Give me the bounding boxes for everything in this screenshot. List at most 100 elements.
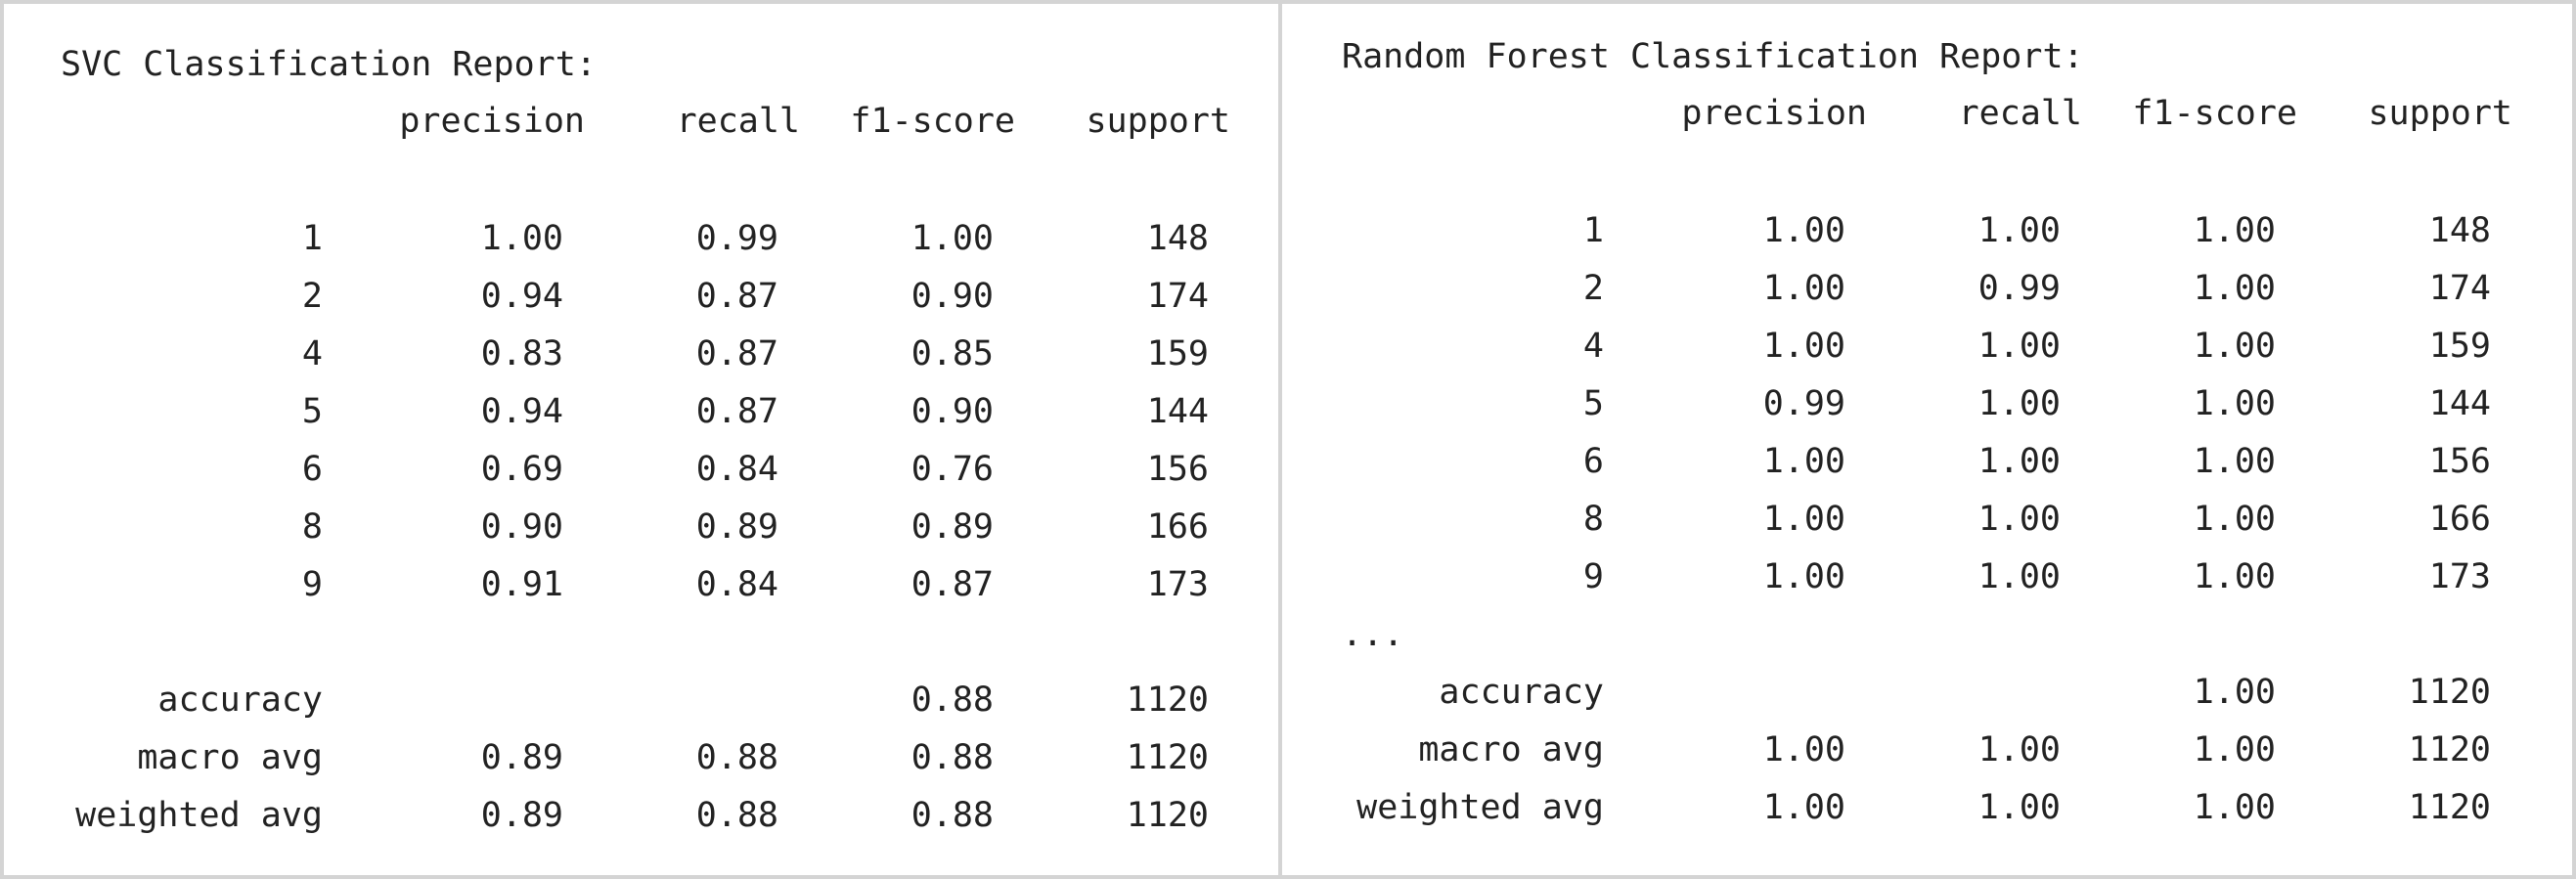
f1-score-value: 1.00 bbox=[2193, 557, 2276, 596]
recall-value: 0.99 bbox=[695, 219, 778, 258]
svc-header-precision: precision bbox=[399, 102, 585, 141]
support-value: 144 bbox=[2428, 384, 2491, 423]
row-label: 4 bbox=[301, 334, 323, 374]
support-value: 173 bbox=[1146, 565, 1209, 604]
support-value: 148 bbox=[1146, 219, 1209, 258]
f1-score-value: 0.90 bbox=[910, 277, 994, 316]
row-label: 6 bbox=[1582, 442, 1604, 481]
support-value: 166 bbox=[1146, 507, 1209, 547]
precision-value: 1.00 bbox=[1762, 788, 1845, 827]
recall-value: 0.84 bbox=[695, 450, 778, 489]
support-value: 174 bbox=[2428, 269, 2491, 308]
svc-report-title: SVC Classification Report: bbox=[61, 45, 597, 84]
row-label: 6 bbox=[301, 450, 323, 489]
row-label: 9 bbox=[301, 565, 323, 604]
precision-value: 1.00 bbox=[1762, 557, 1845, 596]
f1-score-value: 1.00 bbox=[2193, 788, 2276, 827]
f1-score-value: 1.00 bbox=[2193, 327, 2276, 366]
recall-value: 1.00 bbox=[1977, 211, 2061, 250]
precision-value: 1.00 bbox=[1762, 327, 1845, 366]
row-label: 8 bbox=[301, 507, 323, 547]
f1-score-value: 0.90 bbox=[910, 392, 994, 431]
row-label: accuracy bbox=[1439, 673, 1604, 712]
recall-value: 0.87 bbox=[695, 392, 778, 431]
row-label: 5 bbox=[301, 392, 323, 431]
f1-score-value: 0.89 bbox=[910, 507, 994, 547]
f1-score-value: 1.00 bbox=[2193, 269, 2276, 308]
precision-value: 0.99 bbox=[1762, 384, 1845, 423]
precision-value: 0.69 bbox=[480, 450, 563, 489]
rf-header-recall: recall bbox=[1958, 94, 2082, 133]
support-value: 156 bbox=[2428, 442, 2491, 481]
row-label: weighted avg bbox=[1356, 788, 1604, 827]
recall-value: 0.87 bbox=[695, 277, 778, 316]
row-label: accuracy bbox=[157, 681, 323, 720]
recall-value: 1.00 bbox=[1977, 500, 2061, 539]
precision-value: 0.90 bbox=[480, 507, 563, 547]
f1-score-value: 0.88 bbox=[910, 681, 994, 720]
support-value: 174 bbox=[1146, 277, 1209, 316]
support-value: 1120 bbox=[1126, 796, 1209, 835]
f1-score-value: 1.00 bbox=[2193, 500, 2276, 539]
recall-value: 0.88 bbox=[695, 738, 778, 777]
support-value: 148 bbox=[2428, 211, 2491, 250]
f1-score-value: 0.87 bbox=[910, 565, 994, 604]
row-label: weighted avg bbox=[75, 796, 323, 835]
recall-value: 1.00 bbox=[1977, 557, 2061, 596]
recall-value: 0.87 bbox=[695, 334, 778, 374]
svc-header-support: support bbox=[1086, 102, 1230, 141]
support-value: 159 bbox=[2428, 327, 2491, 366]
f1-score-value: 0.76 bbox=[910, 450, 994, 489]
recall-value: 1.00 bbox=[1977, 788, 2061, 827]
f1-score-value: 0.85 bbox=[910, 334, 994, 374]
row-label: 2 bbox=[301, 277, 323, 316]
random-forest-report-panel: Random Forest Classification Report: pre… bbox=[1282, 4, 2572, 875]
row-label: 8 bbox=[1582, 500, 1604, 539]
recall-value: 0.84 bbox=[695, 565, 778, 604]
rf-header-precision: precision bbox=[1681, 94, 1867, 133]
row-label: 9 bbox=[1582, 557, 1604, 596]
precision-value: 0.94 bbox=[480, 392, 563, 431]
support-value: 1120 bbox=[2408, 730, 2491, 769]
recall-value: 1.00 bbox=[1977, 730, 2061, 769]
f1-score-value: 0.88 bbox=[910, 796, 994, 835]
support-value: 166 bbox=[2428, 500, 2491, 539]
precision-value: 0.83 bbox=[480, 334, 563, 374]
f1-score-value: 1.00 bbox=[2193, 673, 2276, 712]
recall-value: 0.88 bbox=[695, 796, 778, 835]
recall-value: 0.99 bbox=[1977, 269, 2061, 308]
row-label: 4 bbox=[1582, 327, 1604, 366]
precision-value: 0.94 bbox=[480, 277, 563, 316]
support-value: 1120 bbox=[1126, 681, 1209, 720]
recall-value: 1.00 bbox=[1977, 327, 2061, 366]
svc-header-recall: recall bbox=[676, 102, 800, 141]
precision-value: 0.91 bbox=[480, 565, 563, 604]
precision-value: 0.89 bbox=[480, 796, 563, 835]
f1-score-value: 1.00 bbox=[2193, 384, 2276, 423]
precision-value: 1.00 bbox=[1762, 269, 1845, 308]
recall-value: 1.00 bbox=[1977, 384, 2061, 423]
row-label: 2 bbox=[1582, 269, 1604, 308]
f1-score-value: 1.00 bbox=[2193, 442, 2276, 481]
f1-score-value: 1.00 bbox=[2193, 211, 2276, 250]
rf-header-support: support bbox=[2368, 94, 2512, 133]
rf-report-title: Random Forest Classification Report: bbox=[1342, 37, 2084, 76]
support-value: 1120 bbox=[2408, 673, 2491, 712]
f1-score-value: 0.88 bbox=[910, 738, 994, 777]
svc-header-f1-score: f1-score bbox=[850, 102, 1015, 141]
rf-header-f1-score: f1-score bbox=[2132, 94, 2297, 133]
precision-value: 1.00 bbox=[1762, 500, 1845, 539]
row-label: 1 bbox=[301, 219, 323, 258]
f1-score-value: 1.00 bbox=[910, 219, 994, 258]
precision-value: 0.89 bbox=[480, 738, 563, 777]
support-value: 159 bbox=[1146, 334, 1209, 374]
support-value: 144 bbox=[1146, 392, 1209, 431]
support-value: 1120 bbox=[1126, 738, 1209, 777]
recall-value: 1.00 bbox=[1977, 442, 2061, 481]
row-label: macro avg bbox=[137, 738, 323, 777]
precision-value: 1.00 bbox=[480, 219, 563, 258]
precision-value: 1.00 bbox=[1762, 442, 1845, 481]
precision-value: 1.00 bbox=[1762, 211, 1845, 250]
support-value: 156 bbox=[1146, 450, 1209, 489]
